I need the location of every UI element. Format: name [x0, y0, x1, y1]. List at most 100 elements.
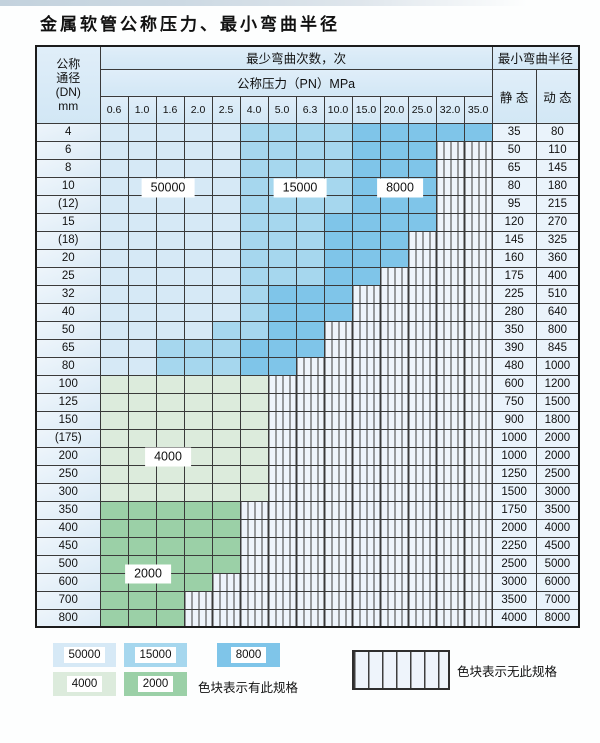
dn-cell: 250	[35, 464, 101, 484]
no-spec-cell	[463, 518, 493, 538]
no-spec-cell	[463, 572, 493, 592]
no-spec-cell	[379, 464, 409, 484]
no-spec-cell	[351, 356, 381, 376]
dynamic-value-cell: 1500	[535, 392, 580, 412]
spec-cell-b1	[99, 338, 129, 358]
spec-cell-b2	[183, 338, 213, 358]
spec-cell-b1	[127, 158, 157, 178]
spec-cell-g1	[211, 428, 241, 448]
no-spec-cell	[351, 302, 381, 322]
spec-cell-g2	[183, 500, 213, 520]
spec-cell-b2	[295, 158, 325, 178]
spec-cell-b1	[99, 248, 129, 268]
no-spec-cell	[295, 608, 325, 628]
spec-cell-b1	[127, 266, 157, 286]
legend-item-label: 2000	[137, 676, 174, 692]
spec-cell-b1	[183, 302, 213, 322]
spec-cell-b2	[239, 212, 269, 232]
no-spec-cell	[407, 320, 437, 340]
no-spec-cell	[267, 500, 297, 520]
dn-cell: 800	[35, 608, 101, 628]
spec-cell-b1	[127, 212, 157, 232]
spec-cell-b2	[323, 158, 353, 178]
no-spec-cell	[407, 572, 437, 592]
table-row: 4 35 80	[35, 122, 580, 142]
no-spec-cell	[407, 230, 437, 250]
dn-cell: 8	[35, 158, 101, 178]
no-spec-cell	[407, 410, 437, 430]
no-spec-cell	[323, 536, 353, 556]
spec-cell-b1	[183, 248, 213, 268]
legend-item-50000: 50000	[53, 643, 116, 667]
spec-cell-g1	[127, 374, 157, 394]
no-spec-cell	[239, 500, 269, 520]
no-spec-cell	[323, 392, 353, 412]
spec-cell-b3	[239, 356, 269, 376]
no-spec-cell	[379, 554, 409, 574]
spec-cell-g1	[211, 392, 241, 412]
spec-cell-b2	[155, 338, 185, 358]
spec-cell-b2	[295, 140, 325, 160]
no-spec-cell	[407, 248, 437, 268]
spec-cell-b3	[351, 122, 381, 142]
static-value-cell: 160	[491, 248, 537, 268]
spec-cell-g1	[127, 410, 157, 430]
no-spec-cell	[295, 590, 325, 610]
spec-cell-g2	[155, 500, 185, 520]
spec-cell-g2	[211, 518, 241, 538]
no-spec-cell	[295, 392, 325, 412]
no-spec-cell	[463, 284, 493, 304]
table-row: 40 280 640	[35, 302, 580, 322]
dn-cell: 150	[35, 410, 101, 430]
table-row: (175) 1000 2000	[35, 428, 580, 448]
no-spec-cell	[435, 590, 465, 610]
spec-cell-b3	[351, 194, 381, 214]
static-value-cell: 175	[491, 266, 537, 286]
no-spec-cell	[435, 338, 465, 358]
spec-cell-b2	[239, 194, 269, 214]
spec-cell-b1	[99, 158, 129, 178]
spec-cell-g1	[99, 410, 129, 430]
spec-cell-b1	[155, 122, 185, 142]
table-row: 200 1000 2000	[35, 446, 580, 466]
spec-cell-b1	[211, 158, 241, 178]
no-spec-cell	[379, 338, 409, 358]
table-row: 350 1750 3500	[35, 500, 580, 520]
no-spec-cell	[407, 590, 437, 610]
spec-cell-b2	[267, 230, 297, 250]
bend-cycles-header: 最少弯曲次数，次	[99, 45, 493, 70]
dynamic-value-cell: 4500	[535, 536, 580, 556]
pressure-value-header: 2.5	[211, 95, 241, 124]
no-spec-cell	[295, 410, 325, 430]
no-spec-cell	[351, 374, 381, 394]
spec-cell-b3	[351, 176, 381, 196]
pressure-value-header: 6.3	[295, 95, 325, 124]
no-spec-cell	[267, 464, 297, 484]
no-spec-cell	[351, 446, 381, 466]
spec-cell-g1	[99, 374, 129, 394]
no-spec-cell	[463, 176, 493, 196]
spec-cell-g1	[155, 374, 185, 394]
no-spec-cell	[239, 554, 269, 574]
spec-cell-g1	[183, 464, 213, 484]
static-header: 静 态	[491, 68, 537, 124]
static-value-cell: 900	[491, 410, 537, 430]
no-spec-cell	[463, 230, 493, 250]
dn-cell: (18)	[35, 230, 101, 250]
spec-cell-g1	[239, 464, 269, 484]
dynamic-value-cell: 1200	[535, 374, 580, 394]
spec-cell-b3	[351, 230, 381, 250]
spec-cell-g1	[239, 374, 269, 394]
no-spec-cell	[239, 536, 269, 556]
table-row: 15 120 270	[35, 212, 580, 232]
static-value-cell: 280	[491, 302, 537, 322]
pressure-value-header: 20.0	[379, 95, 409, 124]
spec-cell-b2	[295, 194, 325, 214]
spec-cell-b1	[211, 194, 241, 214]
dn-cell: 500	[35, 554, 101, 574]
no-spec-cell	[351, 572, 381, 592]
region-label-2000: 2000	[125, 564, 171, 584]
spec-cell-g2	[211, 536, 241, 556]
pressure-header: 公称压力（PN）MPa	[99, 68, 493, 97]
spec-cell-b3	[351, 212, 381, 232]
